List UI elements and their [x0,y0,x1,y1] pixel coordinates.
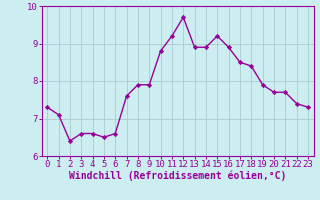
X-axis label: Windchill (Refroidissement éolien,°C): Windchill (Refroidissement éolien,°C) [69,171,286,181]
